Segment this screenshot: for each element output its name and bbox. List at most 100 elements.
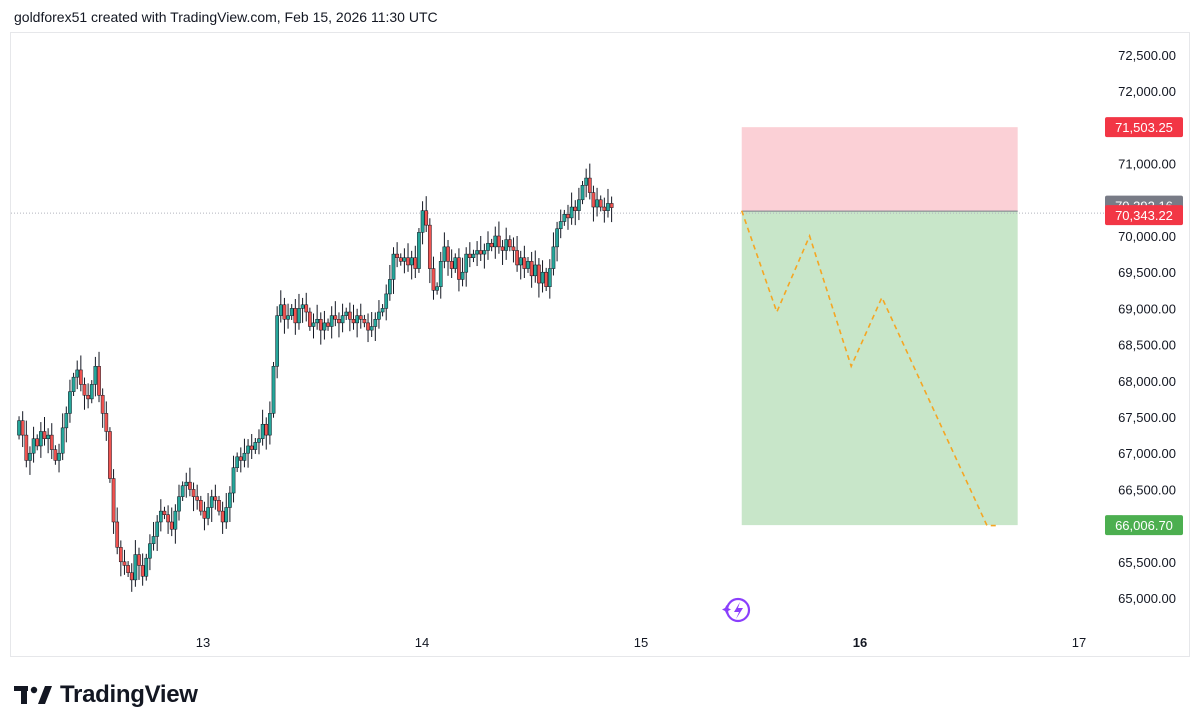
price-chart[interactable]: 72,500.00 72,000.00 71,000.00 70,000.00 69,5…: [11, 33, 1189, 656]
candle: [373, 312, 378, 341]
candle-body: [202, 510, 207, 519]
candle-body: [591, 192, 596, 208]
y-tick-label: 70,000.00: [1118, 229, 1176, 244]
candle-body: [206, 507, 210, 519]
candle: [478, 236, 483, 261]
candle-body: [577, 199, 581, 211]
candle-body: [198, 500, 203, 512]
candle-body: [395, 253, 399, 258]
price-axis[interactable]: 72,500.00 72,000.00 71,000.00 70,000.00 69,5…: [1118, 48, 1176, 606]
candle-body: [547, 268, 552, 287]
candle-body: [42, 431, 47, 439]
candle: [246, 439, 250, 468]
tradingview-logo-icon[interactable]: [14, 684, 52, 706]
candle-body: [191, 489, 196, 497]
time-axis[interactable]: 13 14 15 16 17: [196, 635, 1086, 650]
candle: [173, 504, 178, 544]
candle-body: [322, 322, 327, 331]
candle: [64, 406, 69, 443]
candle: [180, 481, 185, 501]
candle: [344, 307, 349, 320]
candle-body: [497, 235, 501, 248]
y-tick-label: 65,500.00: [1118, 555, 1176, 570]
candle: [82, 377, 87, 410]
candle: [46, 428, 50, 454]
candle: [333, 301, 338, 327]
y-tick-label: 68,500.00: [1118, 338, 1176, 353]
price-label-target[interactable]: 66,006.70: [1105, 515, 1183, 536]
candle-body: [148, 543, 152, 559]
candle: [158, 499, 163, 532]
candle: [177, 484, 181, 521]
candle-body: [384, 293, 389, 309]
candle-body: [337, 319, 341, 324]
candle: [533, 250, 538, 283]
candle-body: [457, 257, 461, 280]
candle: [598, 195, 603, 212]
candle-body: [366, 322, 370, 331]
candle-body: [598, 199, 603, 208]
candle: [297, 293, 301, 330]
candle-body: [442, 246, 447, 262]
candle: [395, 242, 399, 268]
candle: [20, 411, 25, 448]
candle: [39, 422, 43, 458]
candle: [446, 239, 450, 276]
stop-loss-zone[interactable]: [741, 127, 1018, 212]
chart-panel[interactable]: 72,500.00 72,000.00 71,000.00 70,000.00 69,5…: [10, 32, 1190, 657]
candle: [348, 302, 352, 332]
candle: [562, 209, 567, 226]
candle: [475, 241, 479, 267]
candle: [78, 355, 83, 392]
candle: [137, 547, 141, 580]
price-label-text: 66,006.70: [1115, 518, 1173, 533]
price-label-stop[interactable]: 71,503.25: [1105, 117, 1183, 138]
lightning-event-icon[interactable]: [722, 597, 751, 623]
candle-body: [286, 315, 290, 320]
candle: [257, 429, 261, 455]
candle: [184, 472, 189, 498]
candle-body: [340, 315, 345, 324]
price-label-box: [1105, 117, 1183, 138]
candle-body: [595, 199, 599, 208]
x-tick-label: 17: [1072, 635, 1086, 650]
candle: [388, 264, 392, 301]
candle-body: [231, 467, 236, 494]
candle-body: [504, 239, 509, 251]
candle: [57, 443, 61, 473]
candlestick-series: [17, 163, 614, 592]
candle-body: [406, 257, 410, 266]
candle: [129, 563, 134, 592]
candle-body: [540, 271, 545, 284]
candle-body: [435, 286, 439, 291]
projected-path[interactable]: [740, 210, 996, 527]
candle-body: [562, 214, 567, 222]
candle: [566, 204, 570, 230]
candle: [577, 187, 581, 221]
candle: [104, 401, 109, 441]
candle-body: [275, 315, 280, 367]
candle-body: [478, 250, 483, 255]
candle: [318, 312, 323, 345]
price-label-entry[interactable]: 70,343.22: [1105, 205, 1183, 226]
tradingview-brand[interactable]: TradingView: [60, 681, 198, 708]
candle: [457, 248, 461, 292]
candle: [377, 300, 381, 329]
candle-body: [555, 228, 559, 248]
candle-body: [551, 246, 556, 269]
candle-body: [53, 449, 58, 461]
footer: TradingView: [14, 680, 198, 710]
y-tick-label: 71,000.00: [1118, 157, 1176, 172]
candle: [231, 455, 236, 503]
candle-body: [515, 250, 519, 266]
take-profit-zone[interactable]: [741, 211, 1018, 526]
candle-body: [217, 500, 221, 512]
candle: [573, 200, 578, 226]
candle-body: [60, 427, 65, 454]
candle: [540, 260, 545, 293]
candle-body: [100, 395, 105, 414]
candle-body: [220, 510, 225, 523]
candle-body: [28, 452, 32, 461]
candle-body: [402, 257, 407, 262]
